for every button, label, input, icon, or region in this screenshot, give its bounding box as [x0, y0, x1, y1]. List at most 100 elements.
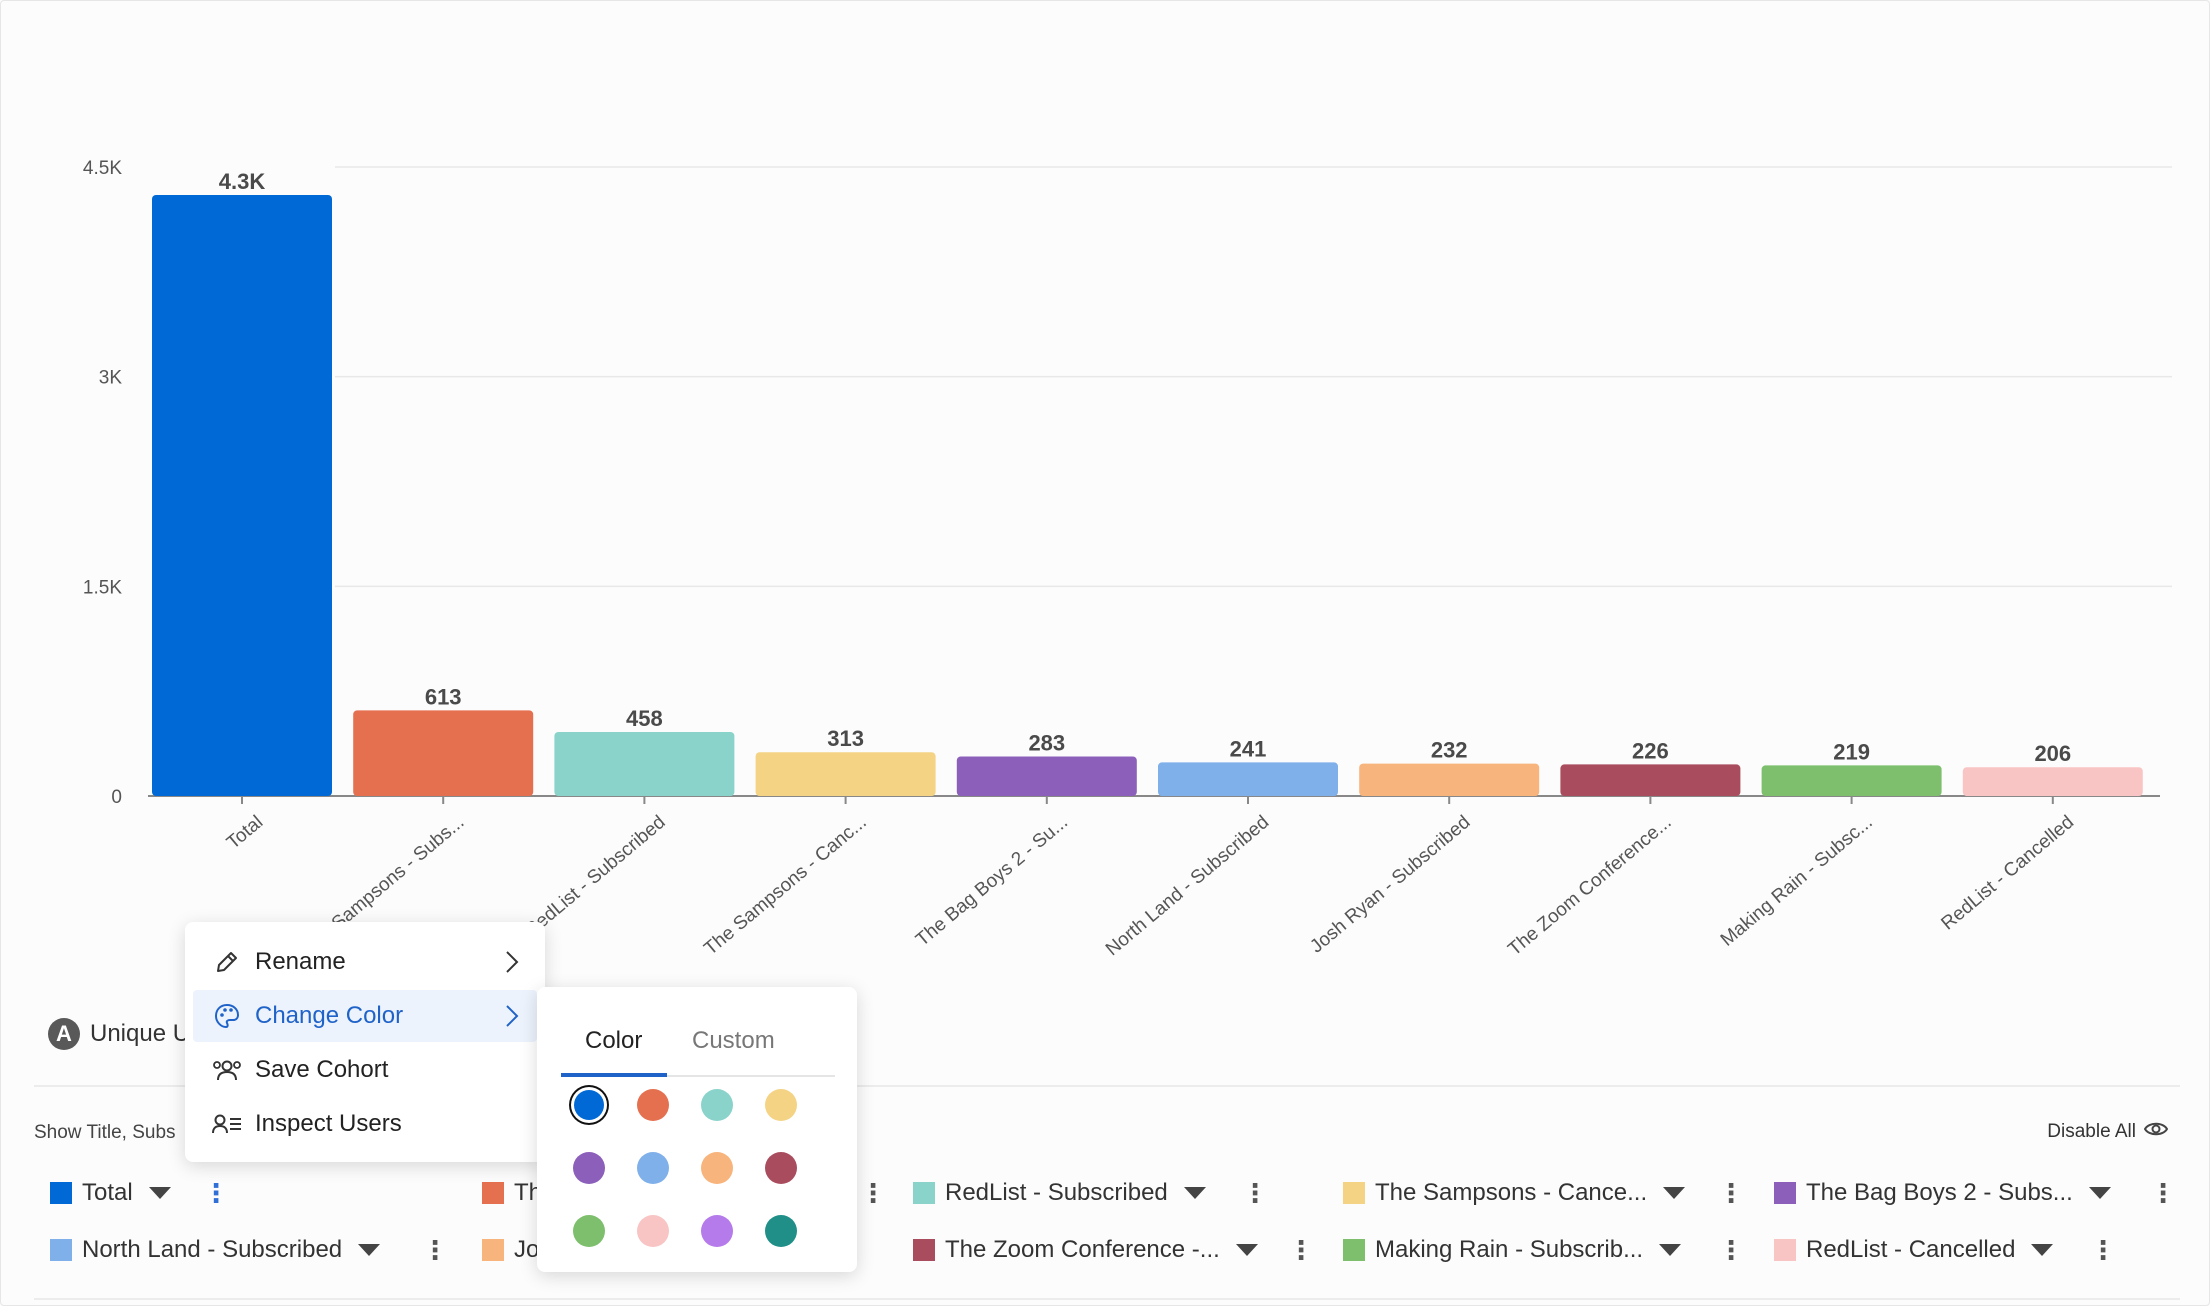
x-tick-label: The Sampsons - Canc...: [700, 812, 870, 960]
tab-custom[interactable]: Custom: [692, 1027, 775, 1054]
bar[interactable]: [755, 752, 936, 796]
legend-label: RedList - Subscribed: [945, 1179, 1168, 1206]
kebab-icon[interactable]: ⋮: [2090, 1235, 2116, 1265]
kebab-icon[interactable]: ⋮: [1288, 1235, 1314, 1265]
data-label: 458: [626, 706, 663, 731]
legend-label: The Zoom Conference -...: [945, 1236, 1220, 1263]
x-tick-label: Total: [223, 812, 267, 854]
color-swatch-teal[interactable]: [701, 1089, 733, 1121]
menu-item-change-color[interactable]: Change Color: [193, 990, 537, 1042]
bar[interactable]: [1359, 763, 1540, 796]
bar[interactable]: [956, 756, 1137, 796]
disable-all-label: Disable All: [2047, 1121, 2136, 1142]
data-label: 241: [1230, 736, 1267, 761]
color-swatch-violet[interactable]: [701, 1215, 733, 1247]
legend-item-making-rain-subscribed[interactable]: Making Rain - Subscrib...: [1343, 1236, 1682, 1264]
menu-item-label: Inspect Users: [255, 1110, 402, 1137]
legend-swatch: [913, 1239, 935, 1261]
bar[interactable]: [1962, 767, 2143, 796]
bar[interactable]: [1158, 762, 1338, 796]
caret-down-icon[interactable]: [148, 1187, 171, 1199]
legend-item-josh-ryan-subscribed[interactable]: Jo: [482, 1236, 539, 1264]
color-swatch-blue[interactable]: [574, 1090, 604, 1120]
legend-item-the-zoom-conference[interactable]: The Zoom Conference -...: [913, 1236, 1258, 1264]
caret-down-icon[interactable]: [2088, 1187, 2111, 1199]
color-swatch-light-blue[interactable]: [637, 1152, 669, 1184]
caret-down-icon[interactable]: [1235, 1244, 1258, 1256]
color-swatch-yellow[interactable]: [765, 1089, 797, 1121]
bar[interactable]: [1761, 765, 1942, 796]
show-title-toggle[interactable]: Show Title, Subs: [34, 1122, 176, 1143]
caret-down-icon[interactable]: [1659, 1244, 1682, 1256]
color-swatch-pink[interactable]: [637, 1215, 669, 1247]
bar[interactable]: [1560, 764, 1741, 796]
color-swatch-peach[interactable]: [701, 1152, 733, 1184]
legend-label: Total: [82, 1179, 133, 1206]
x-tick-label: The Zoom Conference...: [1504, 812, 1675, 960]
data-label: 232: [1431, 738, 1468, 763]
legend-swatch: [1343, 1239, 1365, 1261]
data-label: 226: [1632, 738, 1669, 763]
legend-item-the-sampsons-cancelled[interactable]: The Sampsons - Cance...: [1343, 1179, 1686, 1207]
bar[interactable]: [353, 710, 534, 796]
legend-label: The Sampsons - Cance...: [1375, 1179, 1648, 1206]
color-swatch-purple[interactable]: [573, 1152, 605, 1184]
y-tick-label: 1.5K: [83, 577, 122, 598]
caret-down-icon[interactable]: [1183, 1187, 1206, 1199]
caret-down-icon[interactable]: [2031, 1244, 2054, 1256]
series-context-menu: Rename Change Color Save Cohort Inspect …: [185, 922, 545, 1162]
legend-item-the-sampsons-subscribed[interactable]: Th: [482, 1179, 542, 1207]
kebab-icon[interactable]: ⋮: [1718, 1235, 1744, 1265]
legend-item-total[interactable]: Total: [50, 1179, 171, 1207]
caret-down-icon[interactable]: [358, 1244, 381, 1256]
data-label: 613: [425, 684, 462, 709]
chevron-right-icon: [505, 1004, 519, 1035]
kebab-icon[interactable]: ⋮: [1242, 1178, 1268, 1208]
disable-all-button[interactable]: Disable All: [2047, 1120, 2169, 1144]
tab-active-indicator: [561, 1073, 667, 1077]
legend-swatch: [482, 1182, 504, 1204]
caret-down-icon[interactable]: [1663, 1187, 1686, 1199]
data-label: 206: [2034, 741, 2071, 766]
kebab-icon[interactable]: ⋮: [422, 1235, 448, 1265]
x-tick-label: RedList - Subscribed: [521, 812, 670, 941]
tab-color[interactable]: Color: [585, 1027, 643, 1054]
bar[interactable]: [554, 731, 735, 796]
color-swatch-dark-teal[interactable]: [765, 1215, 797, 1247]
x-tick-label: The Bag Boys 2 - Su...: [912, 812, 1072, 951]
y-tick-label: 3K: [99, 368, 123, 389]
legend-item-the-bag-boys-2-subscribed[interactable]: The Bag Boys 2 - Subs...: [1774, 1179, 2111, 1207]
kebab-icon[interactable]: ⋮: [203, 1178, 229, 1208]
x-tick-label: North Land - Subscribed: [1102, 812, 1273, 960]
menu-item-rename[interactable]: Rename: [193, 936, 537, 988]
kebab-icon[interactable]: ⋮: [860, 1178, 886, 1208]
kebab-icon[interactable]: ⋮: [1718, 1178, 1744, 1208]
chevron-right-icon: [505, 950, 519, 981]
bar[interactable]: [152, 194, 332, 796]
legend-item-redlist-cancelled[interactable]: RedList - Cancelled: [1774, 1236, 2054, 1264]
legend-item-north-land-subscribed[interactable]: North Land - Subscribed: [50, 1236, 381, 1264]
legend-label: RedList - Cancelled: [1806, 1236, 2016, 1263]
pencil-icon: [211, 949, 243, 975]
legend-label: North Land - Subscribed: [82, 1236, 343, 1263]
data-label: 219: [1833, 739, 1870, 764]
data-label: 4.3K: [219, 169, 266, 194]
legend-swatch: [1343, 1182, 1365, 1204]
legend-swatch: [50, 1239, 72, 1261]
metric-badge: A: [48, 1018, 80, 1050]
metric-label: Unique U: [90, 1020, 191, 1047]
eye-icon: [2143, 1120, 2169, 1144]
color-swatch-orange[interactable]: [637, 1089, 669, 1121]
color-swatch-maroon[interactable]: [765, 1152, 797, 1184]
legend-swatch: [1774, 1239, 1796, 1261]
menu-item-label: Rename: [255, 948, 346, 975]
legend-item-redlist-subscribed[interactable]: RedList - Subscribed: [913, 1179, 1206, 1207]
menu-item-inspect-users[interactable]: Inspect Users: [193, 1098, 537, 1150]
kebab-icon[interactable]: ⋮: [2150, 1178, 2176, 1208]
legend-swatch: [482, 1239, 504, 1261]
color-swatch-green[interactable]: [573, 1215, 605, 1247]
color-picker-popover: Color Custom: [537, 987, 857, 1272]
menu-item-save-cohort[interactable]: Save Cohort: [193, 1044, 537, 1096]
metric-row[interactable]: A Unique U: [48, 1018, 190, 1050]
